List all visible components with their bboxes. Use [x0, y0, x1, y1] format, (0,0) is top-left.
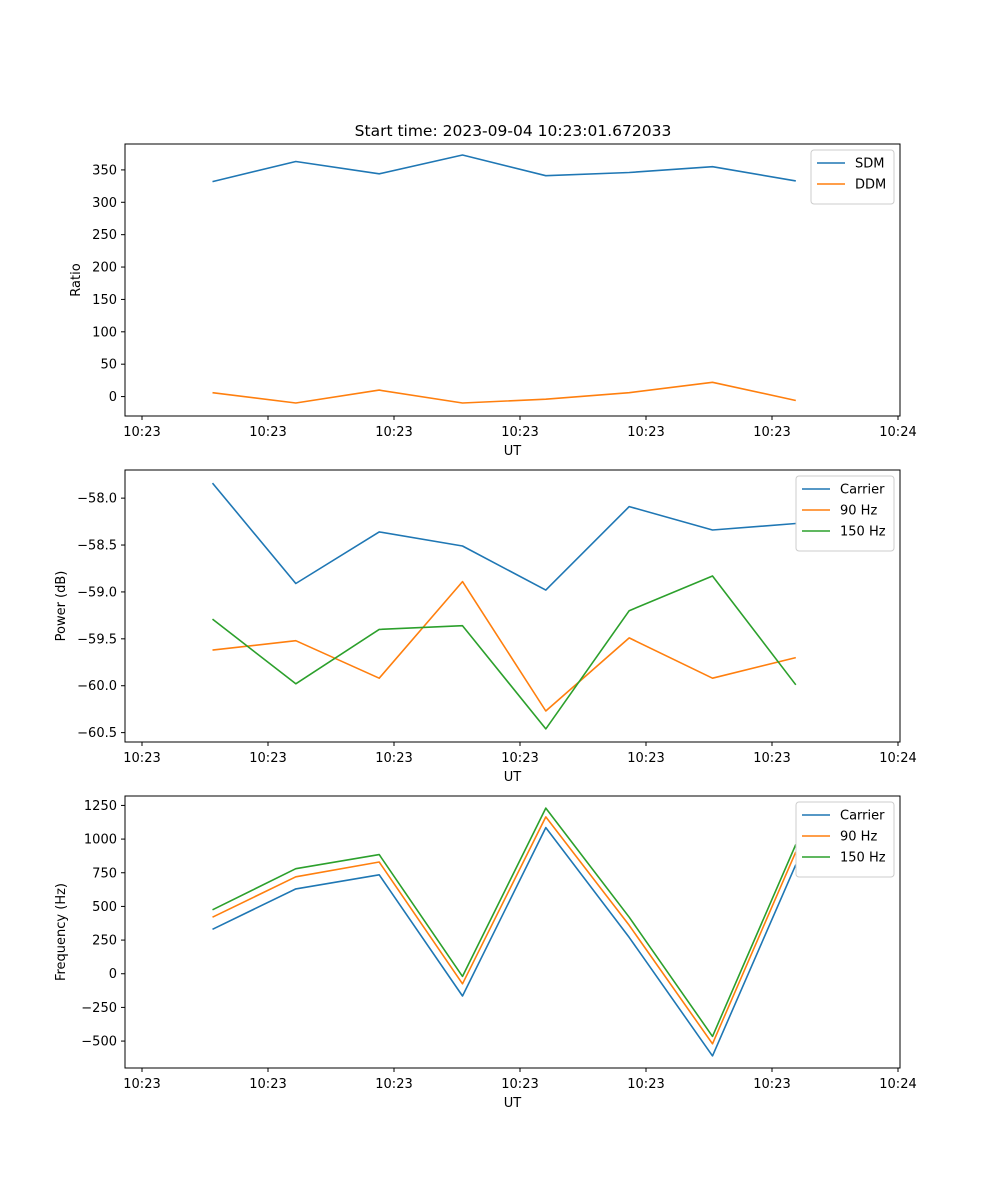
legend: Carrier 90 Hz 150 Hz: [795, 801, 895, 878]
legend-label: Carrier: [840, 483, 885, 498]
x-tick-label: 10:23: [627, 425, 664, 440]
axes-frame: [124, 795, 901, 1069]
y-tick-label: −60.0: [77, 679, 117, 694]
series-line-90-hz: [212, 816, 797, 1045]
x-tick-label: 10:24: [879, 751, 916, 766]
series-line-150-hz: [212, 575, 797, 730]
legend-frame: [795, 475, 895, 552]
series-line-150-hz: [212, 807, 797, 1038]
x-tick-label: 10:23: [123, 425, 160, 440]
panel-3: −500 −250 0 250 500 750 1000 1250 10:23 10:23 10:2…: [54, 795, 917, 1111]
x-tick-label: 10:23: [375, 1077, 412, 1092]
x-tick-label: 10:23: [753, 425, 790, 440]
y-tick-label: −59.5: [77, 632, 117, 647]
y-tick-label: 350: [92, 163, 117, 178]
axes-frame: [124, 143, 901, 417]
y-axis-label: Frequency (Hz): [54, 883, 69, 981]
x-tick-label: 10:23: [123, 1077, 160, 1092]
figure-title: Start time: 2023-09-04 10:23:01.672033: [355, 122, 672, 140]
x-tick-label: 10:23: [627, 751, 664, 766]
y-tick-label: 100: [92, 325, 117, 340]
x-tick-label: 10:23: [375, 751, 412, 766]
legend-frame: [795, 801, 895, 878]
panel-2: −60.5 −60.0 −59.5 −59.0 −58.5 −58.0 10:23 10:23…: [54, 469, 917, 785]
axes-frame: [124, 469, 901, 743]
y-tick-label: 1000: [84, 833, 117, 848]
series-line-90-hz: [212, 580, 796, 712]
y-tick-label: −58.5: [77, 539, 117, 554]
y-tick-label: 750: [92, 866, 117, 881]
x-axis-label: UT: [504, 444, 522, 459]
y-tick-label: 500: [92, 900, 117, 915]
x-tick-label: 10:23: [627, 1077, 664, 1092]
legend-label: 150 Hz: [840, 851, 886, 866]
y-tick-label: −60.5: [77, 726, 117, 741]
y-tick-label: −58.0: [77, 492, 117, 507]
x-tick-label: 10:23: [501, 751, 538, 766]
x-tick-label: 10:23: [249, 1077, 286, 1092]
legend-label: SDM: [855, 157, 884, 172]
x-tick-label: 10:23: [123, 751, 160, 766]
x-tick-label: 10:23: [249, 425, 286, 440]
series-line-sdm: [212, 154, 796, 183]
y-axis-label: Power (dB): [54, 571, 69, 642]
legend-label: Carrier: [840, 809, 885, 824]
y-tick-label: −500: [81, 1035, 117, 1050]
y-tick-label: 1250: [84, 799, 117, 814]
series-line-carrier: [212, 826, 797, 1057]
x-axis-label: UT: [504, 1096, 522, 1111]
legend-label: DDM: [855, 178, 886, 193]
x-tick-label: 10:23: [753, 751, 790, 766]
legend-label: 90 Hz: [840, 504, 877, 519]
series-line-ddm: [212, 381, 796, 404]
x-tick-label: 10:23: [753, 1077, 790, 1092]
legend: SDM DDM: [810, 149, 895, 205]
panel-1: 0 50 100 150 200 250 300 350 10:23 10:23 10:23 10:2…: [69, 143, 917, 459]
y-axis-label: Ratio: [69, 263, 84, 296]
x-tick-label: 10:23: [249, 751, 286, 766]
series-line-carrier: [211, 482, 796, 591]
x-tick-label: 10:23: [501, 425, 538, 440]
legend: Carrier 90 Hz 150 Hz: [795, 475, 895, 552]
x-tick-label: 10:23: [501, 1077, 538, 1092]
x-tick-label: 10:24: [879, 1077, 916, 1092]
y-tick-label: 150: [92, 293, 117, 308]
x-axis-label: UT: [504, 770, 522, 785]
y-tick-label: −59.0: [77, 585, 117, 600]
legend-label: 90 Hz: [840, 830, 877, 845]
x-tick-label: 10:24: [879, 425, 916, 440]
y-tick-label: −250: [81, 1001, 117, 1016]
y-tick-label: 250: [92, 934, 117, 949]
y-tick-label: 200: [92, 261, 117, 276]
y-tick-label: 0: [109, 390, 117, 405]
y-tick-label: 0: [109, 967, 117, 982]
y-tick-label: 300: [92, 196, 117, 211]
y-tick-label: 250: [92, 228, 117, 243]
y-tick-label: 50: [100, 358, 117, 373]
legend-label: 150 Hz: [840, 525, 886, 540]
x-tick-label: 10:23: [375, 425, 412, 440]
